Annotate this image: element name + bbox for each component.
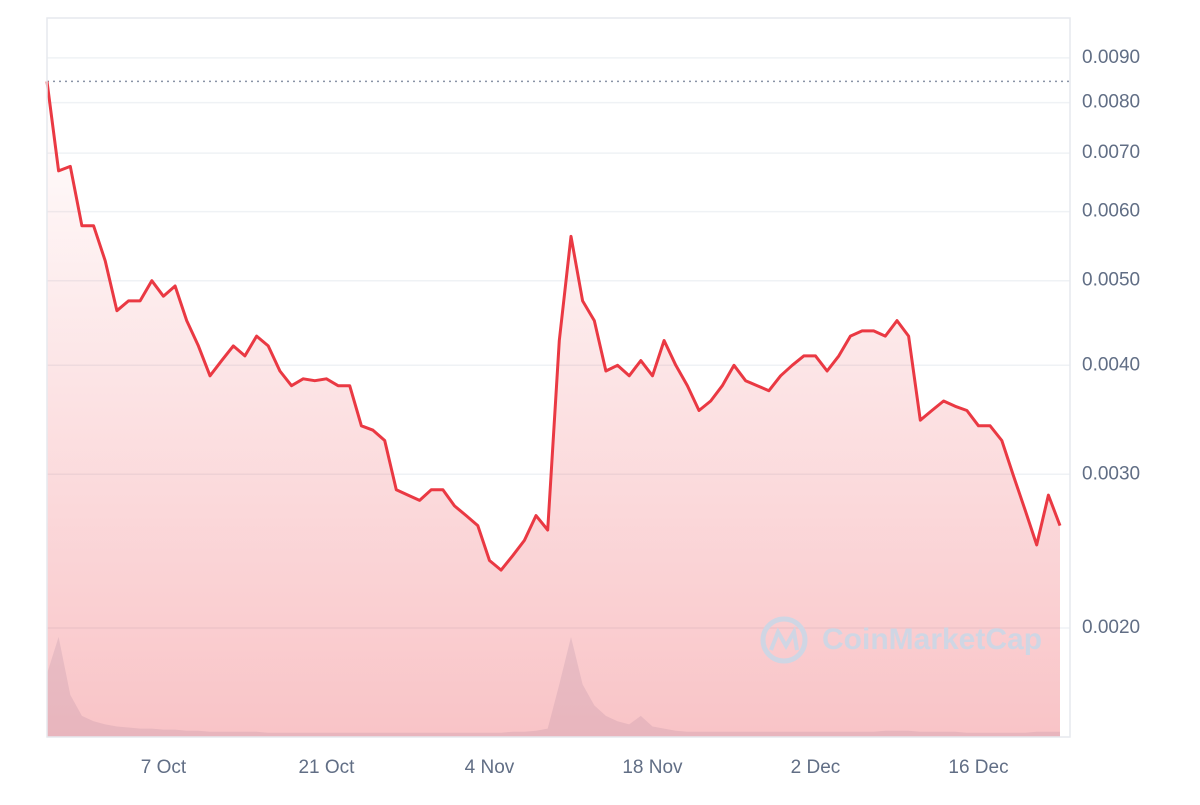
plot-frame xyxy=(46,17,1071,738)
area xyxy=(47,81,1060,737)
y-tick-label: 0.0090 xyxy=(1082,47,1140,68)
marks-layer xyxy=(45,80,1070,737)
watermark-logo xyxy=(760,616,808,664)
x-tick-label: 4 Nov xyxy=(465,757,515,778)
y-tick-label: 0.0050 xyxy=(1082,270,1140,291)
x-tick-label: 21 Oct xyxy=(298,757,355,778)
y-tick-label: 0.0060 xyxy=(1082,201,1140,222)
watermark-text: CoinMarketCap xyxy=(822,623,1042,656)
watermark-logo-m xyxy=(769,626,799,651)
price-line xyxy=(45,81,1062,572)
x-tick-label: 16 Dec xyxy=(948,757,1008,778)
x-tick-label: 2 Dec xyxy=(791,757,841,778)
watermark: CoinMarketCap xyxy=(760,616,1042,664)
y-tick-label: 0.0020 xyxy=(1082,617,1140,638)
x-tick-label: 7 Oct xyxy=(141,757,187,778)
x-tick-label: 18 Nov xyxy=(622,757,683,778)
y-tick-label: 0.0030 xyxy=(1082,463,1140,484)
y-tick-label: 0.0080 xyxy=(1082,92,1140,113)
y-tick-label: 0.0040 xyxy=(1082,354,1140,375)
y-tick-label: 0.0070 xyxy=(1082,142,1140,163)
